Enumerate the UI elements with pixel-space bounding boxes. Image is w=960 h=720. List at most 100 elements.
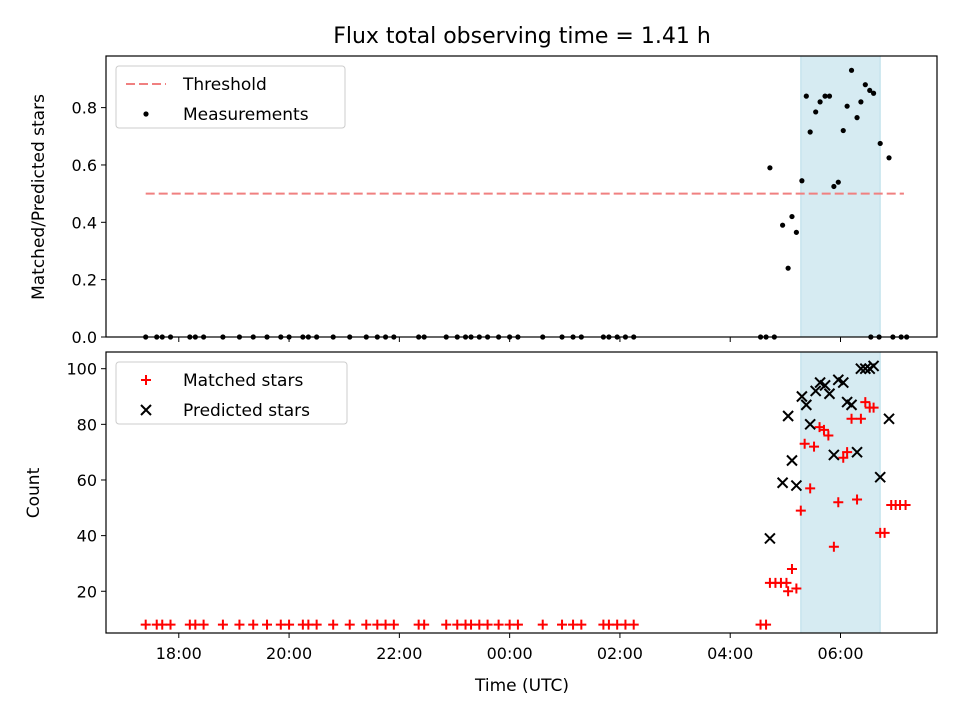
observing-span-top <box>800 55 881 338</box>
measurement-point <box>826 93 833 99</box>
measurement-point <box>785 265 791 271</box>
measurement-point <box>799 178 805 184</box>
legend-box <box>115 361 348 425</box>
matched-star-point <box>361 619 372 630</box>
legend-bottom: Matched stars Predicted stars <box>115 361 348 425</box>
matched-star-point <box>818 424 829 435</box>
y-tick-label-bottom: 80 <box>77 415 97 434</box>
matched-star-point <box>217 619 228 630</box>
predicted-star-point <box>874 471 886 483</box>
observing-span-bottom <box>800 351 881 634</box>
legend-matched-swatch <box>141 375 151 385</box>
axes-frame-top <box>105 55 938 338</box>
matched-star-point <box>248 619 259 630</box>
matched-star-point <box>311 619 322 630</box>
x-tick-label: 06:00 <box>817 644 863 663</box>
predicted-star-point <box>851 446 863 458</box>
predicted-star-point <box>782 410 794 422</box>
matched-star-point <box>628 619 639 630</box>
matched-star-point <box>868 402 879 413</box>
measurement-point <box>886 155 892 161</box>
x-tick-label: 18:00 <box>156 644 202 663</box>
matched-star-point <box>234 619 245 630</box>
matched-star-point <box>783 586 794 597</box>
matched-star-point <box>328 619 339 630</box>
matched-star-point <box>781 577 792 588</box>
x-axis-label: Time (UTC) <box>474 676 569 696</box>
predicted-star-point <box>790 479 803 492</box>
matched-star-point <box>860 397 871 408</box>
measurement-point <box>793 229 799 235</box>
matched-star-point <box>852 494 863 505</box>
y-tick-label-bottom: 40 <box>77 527 97 546</box>
matched-star-point <box>344 619 355 630</box>
matched-star-point <box>284 619 295 630</box>
measurement-point <box>822 93 828 99</box>
axes-frame-bottom <box>105 351 938 634</box>
y-tick-label-top: 0.2 <box>72 271 97 290</box>
y-tick-label-top: 0.0 <box>72 328 97 347</box>
matched-star-point <box>165 619 176 630</box>
y-axis-label-top: Matched/Predicted stars <box>29 94 49 300</box>
x-tick-label: 20:00 <box>266 644 312 663</box>
predicted-star-point <box>859 362 872 375</box>
measurement-point <box>862 82 868 88</box>
x-tick-label: 22:00 <box>376 644 422 663</box>
measurement-point <box>831 183 837 190</box>
measurement-point <box>813 109 819 115</box>
predicted-star-point <box>786 454 798 467</box>
panel-top: 0.0 0.2 0.4 0.6 0.8 Threshold Measurements <box>72 55 938 347</box>
measurement-point <box>867 87 873 94</box>
matched-star-point <box>576 619 587 630</box>
matched-star-point <box>262 619 273 630</box>
chart-title: Flux total observing time = 1.41 h <box>333 24 711 49</box>
predicted-star-point <box>828 449 840 461</box>
matched-star-point <box>799 438 810 449</box>
predicted-star-point <box>796 390 808 403</box>
matched-star-point <box>786 564 797 575</box>
matched-star-point <box>900 500 911 511</box>
matched-star-point <box>388 619 399 630</box>
predicted-star-point <box>883 413 895 425</box>
legend-box <box>115 65 346 129</box>
predicted-star-point <box>809 385 822 397</box>
y-axis-label-bottom: Count <box>24 467 44 518</box>
measurement-point <box>807 129 813 135</box>
measurement-point <box>789 213 795 220</box>
matched-star-point <box>198 619 209 630</box>
legend-measurement-swatch <box>143 111 149 117</box>
predicted-star-point <box>819 379 831 392</box>
measurement-point <box>848 67 855 73</box>
measurement-point <box>780 222 786 228</box>
matched-star-point <box>828 541 839 552</box>
y-tick-label-top: 0.8 <box>72 99 97 118</box>
predicted-star-point <box>855 362 867 375</box>
predicted-star-point <box>845 399 858 411</box>
measurement-point <box>803 93 809 99</box>
y-tick-label-bottom: 100 <box>66 360 97 379</box>
measurement-point <box>870 90 877 96</box>
y-tick-label-bottom: 60 <box>77 471 97 490</box>
legend-predicted-swatch <box>140 404 152 416</box>
legend-top: Threshold Measurements <box>115 65 346 129</box>
y-tick-label-top: 0.6 <box>72 156 97 175</box>
predicted-star-point <box>776 477 789 489</box>
matched-star-point <box>833 497 844 508</box>
predicted-star-point <box>823 388 836 400</box>
matched-star-point <box>805 483 816 494</box>
measurement-point <box>844 103 850 109</box>
legend-label: Predicted stars <box>183 401 310 421</box>
measurement-point <box>854 115 860 121</box>
x-tick-label: 04:00 <box>707 644 753 663</box>
x-tick-label: 00:00 <box>487 644 533 663</box>
measurement-point <box>767 165 773 171</box>
predicted-star-point <box>804 418 816 431</box>
legend-label: Measurements <box>183 105 309 125</box>
plot-layer: 0.0 0.2 0.4 0.6 0.8 Threshold Measurements 20 40… <box>66 55 938 663</box>
matched-star-point <box>791 583 802 594</box>
x-tick-label: 02:00 <box>597 644 643 663</box>
matched-star-point <box>441 619 452 630</box>
matched-star-point <box>795 505 806 516</box>
